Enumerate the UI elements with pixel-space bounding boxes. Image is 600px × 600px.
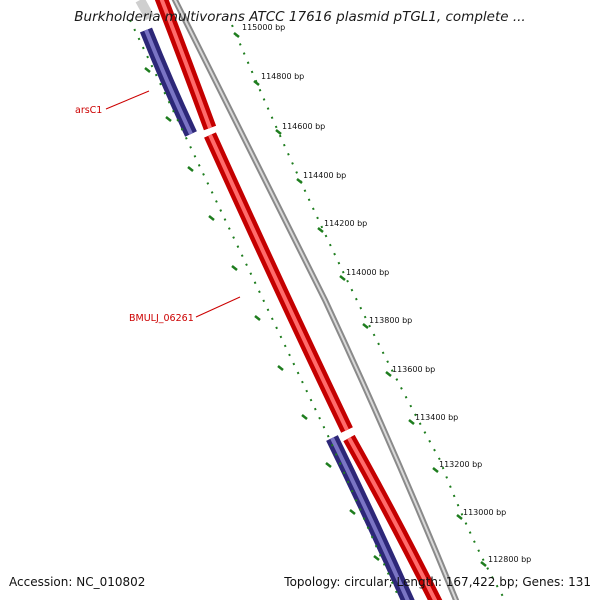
tick-mark: [325, 462, 332, 468]
label-leader-line: [105, 90, 150, 110]
gene-label-BMULJ_06261[interactable]: BMULJ_06261: [129, 313, 194, 324]
tick-label: 115000 bp: [242, 23, 285, 32]
tick-mark: [339, 275, 346, 281]
tick-mark: [208, 215, 215, 221]
tick-mark: [373, 555, 380, 561]
tick-labels: 115000 bp 114800 bp 114600 bp 114400 bp …: [242, 23, 531, 564]
tick-mark: [296, 178, 303, 184]
genome-summary: Topology: circular; Length: 167,422 bp; …: [284, 575, 591, 589]
tick-mark: [480, 561, 487, 567]
backbone-ring: [171, 0, 460, 600]
backbone-stub: [135, 0, 155, 21]
forward-strand-genes: [154, 0, 443, 600]
tick-mark: [277, 365, 284, 371]
label-leader-line: [195, 296, 241, 318]
gene-BMULJ_06261-shine: [208, 134, 349, 431]
tick-label: 114200 bp: [324, 219, 367, 228]
tick-label: 113600 bp: [392, 365, 435, 374]
tick-mark: [165, 116, 172, 122]
tick-label: 113800 bp: [369, 316, 412, 325]
outer-major-ticks: [233, 32, 487, 567]
tick-label: 114600 bp: [282, 122, 325, 131]
tick-mark: [253, 80, 260, 86]
tick-label: 114400 bp: [303, 171, 346, 180]
tick-label: 114800 bp: [261, 72, 304, 81]
tick-label: 113200 bp: [439, 460, 482, 469]
tick-mark: [362, 323, 369, 329]
tick-mark: [317, 227, 324, 233]
tick-mark: [187, 166, 194, 172]
gene-forward-lower-shine: [347, 437, 438, 600]
tick-mark: [385, 371, 392, 377]
tick-mark: [233, 32, 240, 38]
tick-mark: [301, 414, 308, 420]
inner-scale-dots: [129, 19, 401, 600]
tick-mark: [144, 67, 151, 73]
gene-labels: arsC1 BMULJ_06261: [75, 90, 241, 324]
backbone-ring-highlight: [173, 0, 458, 600]
tick-mark: [432, 467, 439, 473]
gene-reverse-lower-shine: [330, 437, 410, 600]
inner-major-ticks: [144, 67, 380, 561]
tick-mark: [254, 315, 261, 321]
map-title: Burkholderia multivorans ATCC 17616 plas…: [74, 9, 526, 25]
gene-reverse-upper-shine: [144, 29, 193, 135]
tick-label: 114000 bp: [346, 268, 389, 277]
tick-label: 112800 bp: [488, 555, 531, 564]
tick-mark: [275, 129, 282, 135]
accession-label: Accession: NC_010802: [9, 575, 146, 589]
gene-label-arsC1[interactable]: arsC1: [75, 105, 102, 116]
tick-label: 113400 bp: [415, 413, 458, 422]
tick-mark: [408, 419, 415, 425]
tick-label: 113000 bp: [463, 508, 506, 517]
tick-mark: [456, 514, 463, 520]
reverse-strand-genes: [139, 27, 415, 600]
tick-mark: [349, 509, 356, 515]
tick-mark: [231, 265, 238, 271]
gene-arsC1-forward-shine: [159, 0, 212, 129]
